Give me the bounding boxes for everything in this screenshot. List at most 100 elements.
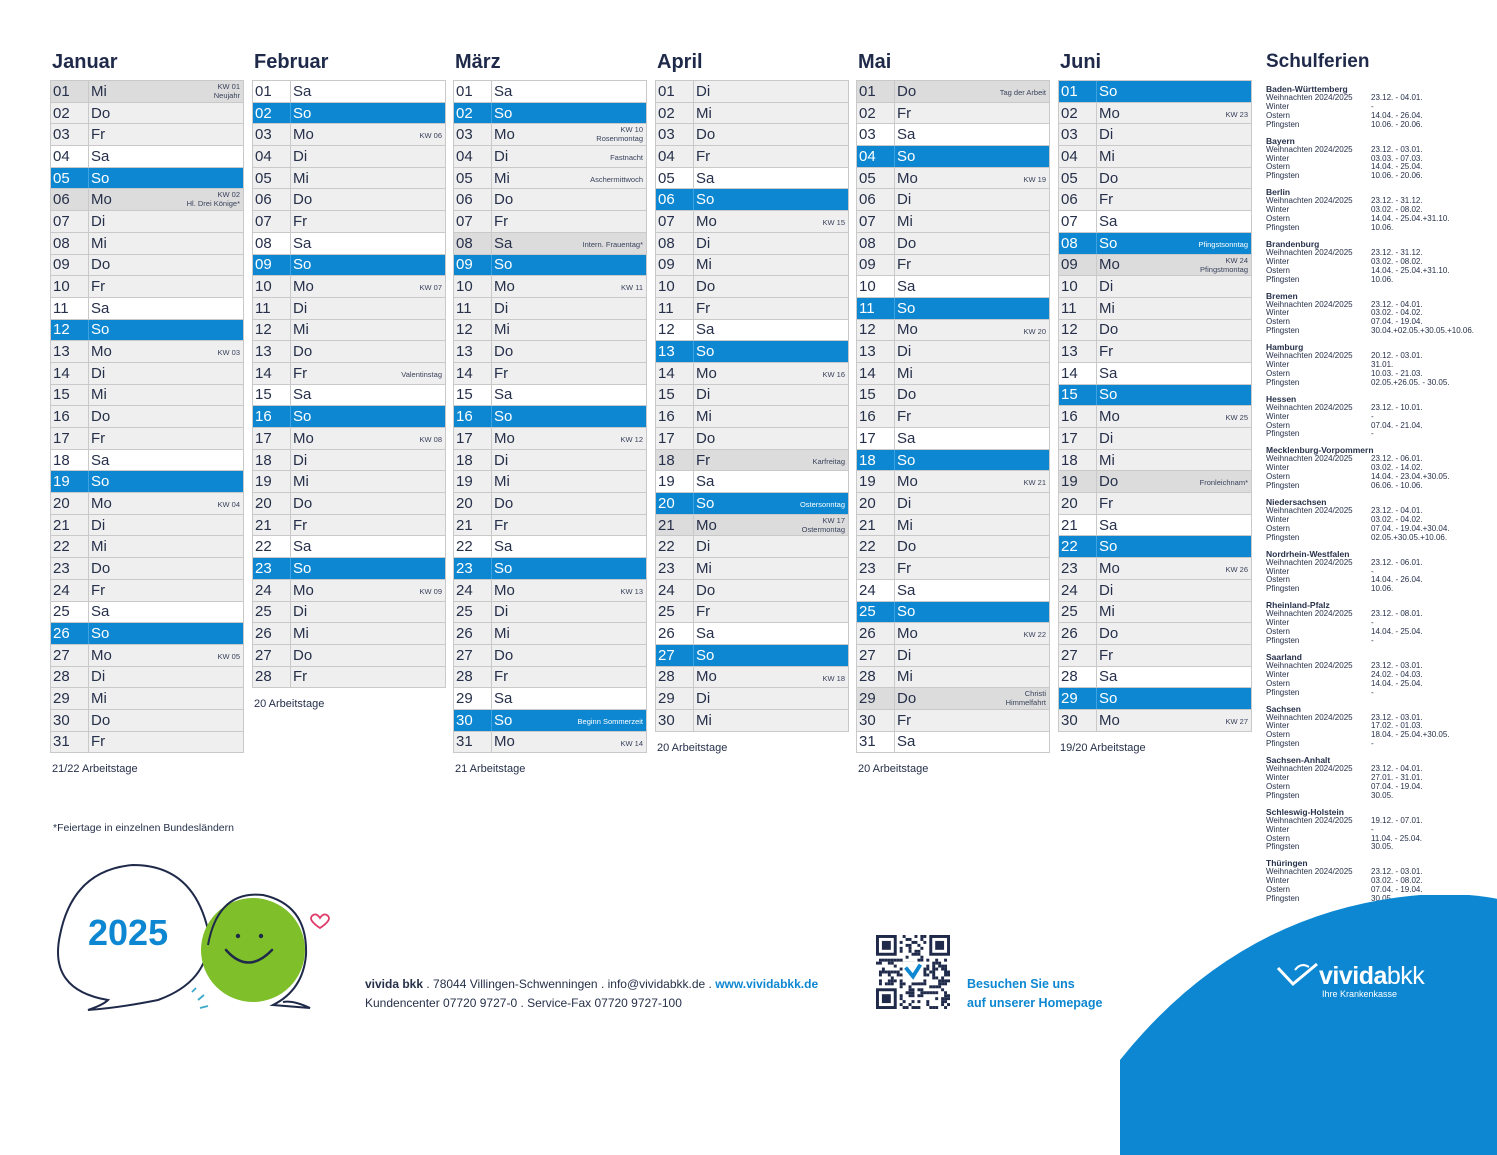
weekday-abbr: Fr xyxy=(1099,191,1114,209)
day-row: 30 So Beginn Sommerzeit xyxy=(454,709,646,732)
holiday-line: Weihnachten 2024/2025 23.12. - 03.01. xyxy=(1266,713,1480,723)
day-row: 26 Mi xyxy=(454,623,646,645)
heart-icon xyxy=(310,913,330,930)
year-label: 2025 xyxy=(88,912,169,953)
holiday-line: Winter 31.01. xyxy=(1266,360,1480,370)
day-number: 30 xyxy=(857,709,895,731)
state-block: Sachsen-Anhalt Weihnachten 2024/2025 23.12… xyxy=(1266,755,1480,801)
holiday-label: Weihnachten 2024/2025 xyxy=(1266,815,1353,825)
website-link[interactable]: www.vividabkk.de xyxy=(715,977,819,991)
holiday-dates: 03.02. - 04.02. xyxy=(1371,514,1423,524)
day-number: 05 xyxy=(454,167,492,189)
day-number: 20 xyxy=(454,493,492,514)
holiday-label: Pfingsten xyxy=(1266,790,1300,800)
holiday-line: Ostern 10.03. - 21.03. xyxy=(1266,368,1480,379)
day-number: 04 xyxy=(51,146,89,167)
day-number: 27 xyxy=(253,644,291,666)
day-number: 07 xyxy=(454,211,492,232)
weekday-abbr: Do xyxy=(1099,625,1119,643)
day-number: 25 xyxy=(454,601,492,623)
day-number: 12 xyxy=(51,319,89,341)
state-name: Bremen xyxy=(1266,290,1298,301)
state-block: Bayern Weihnachten 2024/2025 23.12. - 03.0… xyxy=(1266,136,1480,182)
weekday-abbr: Mo xyxy=(1099,104,1120,122)
day-row: 15 Mi xyxy=(51,384,243,407)
day-number: 25 xyxy=(857,601,895,623)
weekday-abbr: So xyxy=(91,473,110,491)
day-note: Karfreitag xyxy=(812,456,845,466)
day-number: 08 xyxy=(857,232,895,254)
workdays-label: 19/20 Arbeitstage xyxy=(1060,741,1146,754)
day-row: 28 Fr xyxy=(253,666,445,689)
day-number: 11 xyxy=(857,297,895,319)
holiday-line: Winter 03.02. - 14.02. xyxy=(1266,463,1480,473)
day-row: 09 Fr xyxy=(857,254,1049,277)
holiday-line: Winter 17.02. - 01.03. xyxy=(1266,722,1480,731)
footer-line-2: Kundencenter 07720 9727-0 . Service-Fax … xyxy=(365,996,682,1010)
day-number: 21 xyxy=(253,514,291,536)
qr-code[interactable] xyxy=(876,935,950,1009)
day-number: 15 xyxy=(253,384,291,406)
day-number: 06 xyxy=(1059,189,1097,211)
day-row: 14 Sa xyxy=(1059,362,1251,385)
day-row: 15 So xyxy=(1059,384,1251,407)
day-number: 13 xyxy=(51,341,89,362)
weekday-abbr: So xyxy=(293,559,312,577)
day-row: 17 Di xyxy=(1059,428,1251,450)
holiday-label: Ostern xyxy=(1266,368,1291,378)
day-row: 21 Di xyxy=(51,514,243,537)
visit-homepage-text: Besuchen Sie uns auf unserer Homepage xyxy=(967,975,1102,1013)
day-row: 24 Mo KW 09 xyxy=(253,579,445,602)
smiley-eye-right xyxy=(258,933,264,939)
holiday-label: Weihnachten 2024/2025 xyxy=(1266,454,1353,464)
holiday-label: Pfingsten xyxy=(1266,377,1300,387)
day-row: 15 Do xyxy=(857,384,1049,407)
day-number: 28 xyxy=(656,666,694,688)
holiday-line: Weihnachten 2024/2025 19.12. - 07.01. xyxy=(1266,815,1480,826)
day-number: 17 xyxy=(857,428,895,449)
month-title: Januar xyxy=(52,51,118,73)
day-row: 28 Di xyxy=(51,666,243,689)
weekday-abbr: Fr xyxy=(897,408,912,426)
holiday-label: Pfingsten xyxy=(1266,222,1300,232)
weekday-abbr: Mi xyxy=(1099,451,1115,469)
holiday-line: Weihnachten 2024/2025 23.12. - 06.01. xyxy=(1266,454,1480,464)
holiday-dates: 10.06. - 20.06. xyxy=(1371,119,1423,129)
weekday-abbr: Sa xyxy=(1099,212,1118,230)
day-row: 27 So xyxy=(656,644,848,667)
holiday-dates: 23.12. - 03.01. xyxy=(1371,867,1423,877)
day-number: 09 xyxy=(454,254,492,276)
day-row: 06 So xyxy=(656,189,848,212)
holiday-dates: 07.04. - 21.04. xyxy=(1371,420,1423,430)
day-number: 16 xyxy=(253,406,291,427)
weekday-abbr: Sa xyxy=(91,451,110,469)
weekday-abbr: Di xyxy=(1099,278,1114,296)
weekday-abbr: Sa xyxy=(91,603,110,621)
state-block: Hessen Weihnachten 2024/2025 23.12. - 10.0… xyxy=(1266,394,1480,440)
state-name: Niedersachsen xyxy=(1266,497,1327,507)
holiday-dates: 03.02. - 14.02. xyxy=(1371,463,1423,473)
holiday-label: Ostern xyxy=(1266,575,1291,585)
day-number: 01 xyxy=(454,81,492,102)
day-row: 13 Di xyxy=(857,341,1049,363)
day-note: KW 25 xyxy=(1225,413,1248,423)
weekday-abbr: Di xyxy=(696,82,711,100)
holiday-line: Ostern 07.04. - 21.04. xyxy=(1266,420,1480,431)
day-number: 20 xyxy=(253,493,291,514)
day-row: 31 Mo KW 14 xyxy=(454,731,646,754)
day-row: 09 Do xyxy=(51,254,243,277)
day-row: 24 Sa xyxy=(857,579,1049,602)
weekday-abbr: Fr xyxy=(696,147,711,165)
day-row: 21 Mo KW 17 Ostermontag xyxy=(656,514,848,537)
holiday-dates: 10.06. xyxy=(1371,584,1394,594)
day-number: 07 xyxy=(857,211,895,232)
weekday-abbr: Fr xyxy=(293,516,308,534)
day-row: 17 Do xyxy=(656,428,848,450)
day-note: Tag der Arbeit xyxy=(999,88,1046,97)
day-number: 07 xyxy=(1059,211,1097,232)
weekday-abbr: Fr xyxy=(696,451,711,469)
day-row: 16 Do xyxy=(51,406,243,428)
holiday-line: Pfingsten 10.06. - 20.06. xyxy=(1266,171,1480,181)
holiday-dates: 06.06. - 10.06. xyxy=(1371,481,1423,491)
day-row: 18 Fr Karfreitag xyxy=(656,449,848,472)
